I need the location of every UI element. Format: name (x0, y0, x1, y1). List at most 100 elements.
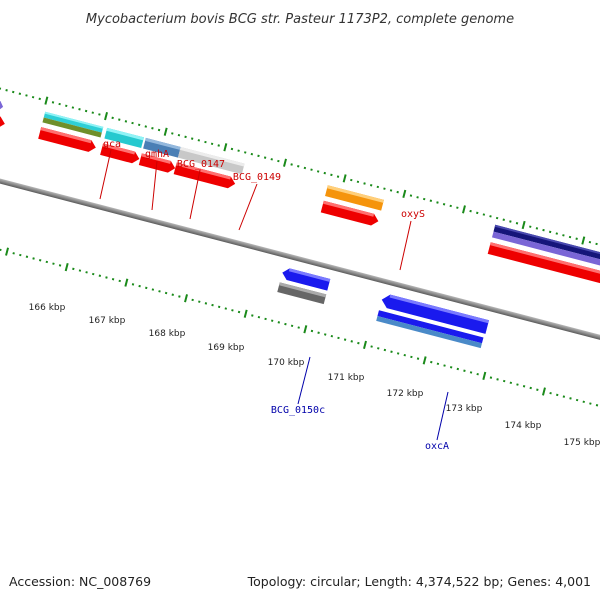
lower-row-minor-tick (211, 303, 214, 307)
upper-row-minor-tick (429, 199, 433, 202)
label-group-gca[interactable]: gca (99, 139, 121, 200)
upper-row-minor-tick (489, 215, 492, 218)
ruler-label-173: 173 kbp (446, 404, 483, 414)
upper-row-minor-tick (18, 92, 22, 95)
gene-BCG_0150c[interactable] (281, 267, 331, 291)
lower-row-minor-tick (25, 255, 29, 258)
lower-row-minor-tick (32, 257, 35, 260)
lower-row-minor-tick (145, 286, 148, 290)
upper-row-minor-tick (562, 234, 565, 237)
upper-row-minor-tick (456, 206, 459, 209)
lower-row-minor-tick (410, 355, 413, 359)
lower-row-minor-tick (178, 295, 181, 298)
label-group-oxyS[interactable]: oxyS (399, 209, 425, 271)
leader-gmhA (151, 160, 158, 211)
lower-row-minor-tick (549, 391, 552, 395)
upper-row-minor-tick (51, 101, 55, 104)
lower-row-major-tick (541, 387, 546, 396)
upper-row-minor-tick (330, 173, 333, 177)
cds-oxcA[interactable] (376, 310, 484, 349)
upper-row-minor-tick (409, 194, 413, 197)
label-group-BCG_0147[interactable]: BCG_0147 (177, 159, 225, 220)
lower-row-minor-tick (12, 252, 15, 255)
upper-row-minor-tick (12, 90, 15, 94)
lower-row-minor-tick (78, 269, 82, 272)
cds-BCG_0149[interactable] (173, 162, 237, 189)
lower-row-minor-tick (85, 271, 88, 274)
upper-row-minor-tick (137, 123, 141, 127)
upper-row-minor-tick (297, 165, 300, 168)
cds-BCG_0150c[interactable] (277, 282, 327, 305)
upper-row-minor-tick (476, 211, 479, 215)
ruler-label-174: 174 kbp (505, 421, 542, 431)
upper-row-minor-tick (190, 137, 194, 140)
lower-row-minor-tick (522, 385, 526, 388)
gene-oxcA[interactable] (380, 293, 489, 334)
label-group-gmhA[interactable]: gmhA (145, 149, 169, 211)
label-group-BCG_0150c[interactable]: BCG_0150c (271, 356, 325, 416)
upper-row-minor-tick (5, 89, 8, 92)
cds-gca[interactable] (38, 127, 97, 153)
leader-BCG_0147 (189, 169, 201, 220)
lower-row-minor-tick (284, 322, 287, 326)
gene-gca[interactable] (42, 111, 104, 138)
upper-row-minor-tick (482, 213, 486, 216)
lower-row-minor-tick (529, 386, 532, 390)
cds-oxyS[interactable] (320, 200, 380, 227)
upper-row-minor-tick (535, 227, 539, 230)
label-group-BCG_0149[interactable]: BCG_0149 (233, 172, 281, 231)
upper-row-minor-tick (548, 230, 552, 234)
upper-row-minor-tick (263, 156, 267, 159)
leader-BCG_0149 (238, 183, 258, 231)
upper-row-minor-tick (217, 144, 220, 147)
lower-tick-row (0, 247, 599, 407)
label-group-oxcA[interactable]: oxcA (425, 391, 449, 452)
gene-label-oxcA: oxcA (425, 441, 449, 452)
lower-row-minor-tick (396, 352, 400, 355)
lower-row-minor-tick (224, 307, 228, 310)
gene-label-gca: gca (103, 139, 121, 150)
lower-row-major-tick (363, 340, 367, 349)
lower-row-minor-tick (91, 272, 95, 276)
lower-row-minor-tick (191, 298, 194, 302)
lower-row-minor-tick (449, 366, 453, 369)
accession-text: Accession: NC_008769 (9, 574, 151, 589)
lower-row-minor-tick (38, 259, 42, 262)
genome-track (0, 87, 600, 407)
upper-row-minor-tick (442, 203, 446, 206)
backbone (0, 153, 600, 371)
upper-row-minor-tick (336, 175, 340, 178)
lower-row-minor-tick (569, 397, 572, 400)
gene-label-gmhA: gmhA (145, 149, 169, 160)
upper-row-minor-tick (376, 185, 380, 189)
lower-row-minor-tick (337, 336, 340, 340)
cds-gmhA[interactable] (100, 143, 141, 164)
lower-row-minor-tick (589, 402, 592, 405)
gene-BCG_0149[interactable] (177, 146, 245, 175)
lower-row-minor-tick (516, 383, 519, 386)
lower-row-minor-tick (469, 371, 473, 374)
gene-partial-left[interactable] (0, 88, 4, 111)
ruler-labels: 166 kbp 167 kbp 168 kbp 169 kbp 170 kbp … (29, 303, 600, 448)
lower-row-minor-tick (383, 348, 387, 352)
upper-row-minor-tick (575, 237, 578, 240)
upper-row-minor-tick (436, 201, 439, 204)
lower-row-minor-tick (430, 360, 433, 364)
leader-gca (99, 149, 112, 200)
ruler-label-175: 175 kbp (564, 438, 600, 448)
upper-row-major-tick (521, 220, 526, 230)
lower-row-minor-tick (237, 310, 241, 314)
cds-partial-right[interactable] (487, 242, 600, 285)
upper-row-minor-tick (323, 171, 326, 175)
lower-row-minor-tick (403, 353, 406, 357)
gene-partial-right[interactable] (491, 224, 600, 268)
lower-row-minor-tick (556, 393, 559, 397)
upper-row-minor-tick (363, 182, 366, 185)
gene-BCG_0147[interactable] (143, 137, 181, 158)
lower-row-minor-tick (370, 345, 373, 348)
gene-oxyS[interactable] (325, 185, 384, 211)
reverse-strand (277, 267, 489, 349)
gene-label-oxyS: oxyS (401, 209, 425, 220)
gene-gmhA[interactable] (104, 127, 144, 149)
